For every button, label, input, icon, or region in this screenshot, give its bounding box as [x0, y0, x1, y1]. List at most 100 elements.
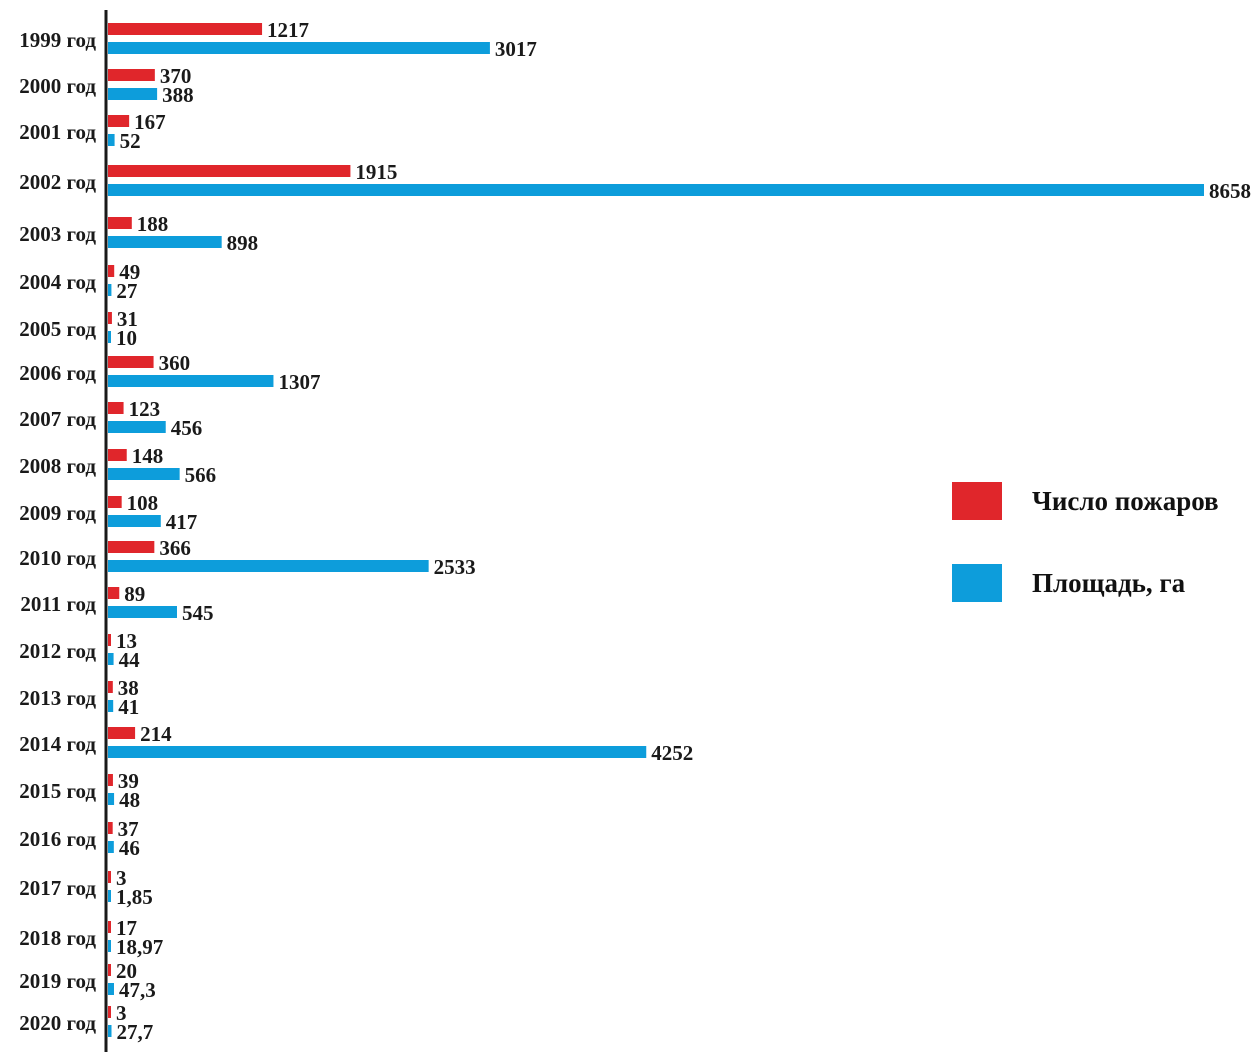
- data-label-area-2013: 41: [118, 695, 139, 719]
- bar-area-2013: [108, 700, 114, 712]
- data-label-fires-2000: 370: [160, 64, 192, 88]
- data-label-area-2012: 44: [119, 648, 141, 672]
- bar-fires-2016: [108, 822, 113, 834]
- data-label-fires-2010: 366: [159, 536, 191, 560]
- bar-area-2012: [108, 653, 114, 665]
- data-label-area-2000: 388: [162, 83, 194, 107]
- bar-fires-2011: [108, 587, 120, 599]
- y-tick-label: 2003 год: [19, 222, 96, 246]
- bar-area-2017: [108, 890, 111, 902]
- bar-fires-2002: [108, 165, 351, 177]
- data-label-area-2016: 46: [119, 836, 140, 860]
- data-label-area-2011: 545: [182, 601, 214, 625]
- data-label-fires-2014: 214: [140, 722, 172, 746]
- data-label-fires-2003: 188: [137, 212, 169, 236]
- y-tick-label: 2005 год: [19, 317, 96, 341]
- data-label-area-2017: 1,85: [116, 885, 153, 909]
- legend-swatch-area: [952, 564, 1002, 602]
- data-label-area-2004: 27: [116, 279, 137, 303]
- y-tick-label: 2016 год: [19, 827, 96, 851]
- bar-area-2006: [108, 375, 274, 387]
- legend: Число пожаров Площадь, га: [952, 478, 1256, 628]
- bar-area-2004: [108, 284, 112, 296]
- bar-area-2011: [108, 606, 177, 618]
- bar-fires-2001: [108, 115, 130, 127]
- legend-item-fires: Число пожаров: [952, 482, 1219, 520]
- y-tick-label: 2007 год: [19, 407, 96, 431]
- data-label-area-2019: 47,3: [119, 978, 156, 1002]
- bar-fires-2008: [108, 449, 127, 461]
- legend-label-fires: Число пожаров: [1032, 485, 1219, 516]
- data-label-fires-2016: 37: [118, 817, 139, 841]
- data-label-area-2003: 898: [227, 231, 259, 255]
- data-label-fires-2012: 13: [116, 629, 137, 653]
- data-label-fires-2013: 38: [118, 676, 139, 700]
- data-label-fires-2007: 123: [129, 397, 161, 421]
- data-label-area-2007: 456: [171, 416, 203, 440]
- bar-fires-2019: [108, 964, 111, 976]
- bar-fires-2013: [108, 681, 113, 693]
- y-tick-label: 2013 год: [19, 686, 96, 710]
- data-label-fires-2020: 3: [116, 1001, 127, 1025]
- y-tick-label: 2008 год: [19, 454, 96, 478]
- bar-fires-1999: [108, 23, 263, 35]
- y-tick-label: 2014 год: [19, 732, 96, 756]
- bar-fires-2020: [108, 1006, 111, 1018]
- bar-area-2008: [108, 468, 180, 480]
- data-label-area-2014: 4252: [651, 741, 693, 765]
- data-label-fires-2017: 3: [116, 866, 127, 890]
- legend-item-area: Площадь, га: [952, 564, 1185, 602]
- bar-fires-2006: [108, 356, 154, 368]
- data-label-fires-2002: 1915: [355, 160, 397, 184]
- y-tick-label: 2002 год: [19, 170, 96, 194]
- y-tick-label: 2006 год: [19, 361, 96, 385]
- bar-area-2018: [108, 940, 111, 952]
- bar-fires-2012: [108, 634, 111, 646]
- bar-area-2014: [108, 746, 647, 758]
- bar-area-2001: [108, 134, 115, 146]
- y-tick-label: 2017 год: [19, 876, 96, 900]
- data-label-fires-2019: 20: [116, 959, 137, 983]
- data-label-fires-1999: 1217: [267, 18, 309, 42]
- bar-area-2009: [108, 515, 161, 527]
- data-label-area-2015: 48: [119, 788, 140, 812]
- bar-area-2015: [108, 793, 115, 805]
- bar-area-2002: [108, 184, 1204, 196]
- bar-fires-2015: [108, 774, 113, 786]
- y-tick-label: 2000 год: [19, 74, 96, 98]
- bar-fires-2014: [108, 727, 136, 739]
- data-label-fires-2015: 39: [118, 769, 139, 793]
- bar-area-2010: [108, 560, 429, 572]
- bar-area-2019: [108, 983, 114, 995]
- y-tick-label: 2015 год: [19, 779, 96, 803]
- data-label-fires-2004: 49: [119, 260, 140, 284]
- data-label-area-2008: 566: [185, 463, 217, 487]
- data-label-fires-2009: 108: [127, 491, 158, 515]
- bar-area-2016: [108, 841, 114, 853]
- bar-area-1999: [108, 42, 490, 54]
- data-label-area-1999: 3017: [495, 37, 537, 61]
- y-tick-label: 2012 год: [19, 639, 96, 663]
- y-tick-label: 2001 год: [19, 120, 96, 144]
- bar-fires-2018: [108, 921, 111, 933]
- bar-area-2020: [108, 1025, 112, 1037]
- y-tick-label: 2020 год: [19, 1011, 96, 1035]
- bar-area-2003: [108, 236, 222, 248]
- legend-label-area: Площадь, га: [1032, 567, 1186, 598]
- bar-fires-2017: [108, 871, 111, 883]
- y-tick-label: 2009 год: [19, 501, 96, 525]
- y-tick-label: 2011 год: [20, 592, 96, 616]
- data-label-area-2002: 8658: [1209, 179, 1251, 203]
- data-label-fires-2006: 360: [159, 351, 191, 375]
- bar-area-2007: [108, 421, 166, 433]
- data-label-fires-2001: 167: [134, 110, 166, 134]
- data-label-fires-2018: 17: [116, 916, 137, 940]
- y-tick-label: 2004 год: [19, 270, 96, 294]
- data-label-area-2006: 1307: [278, 370, 320, 394]
- data-label-area-2001: 52: [120, 129, 141, 153]
- y-tick-label: 2010 год: [19, 546, 96, 570]
- data-label-area-2020: 27,7: [117, 1020, 154, 1044]
- bar-fires-2004: [108, 265, 115, 277]
- data-label-fires-2008: 148: [132, 444, 164, 468]
